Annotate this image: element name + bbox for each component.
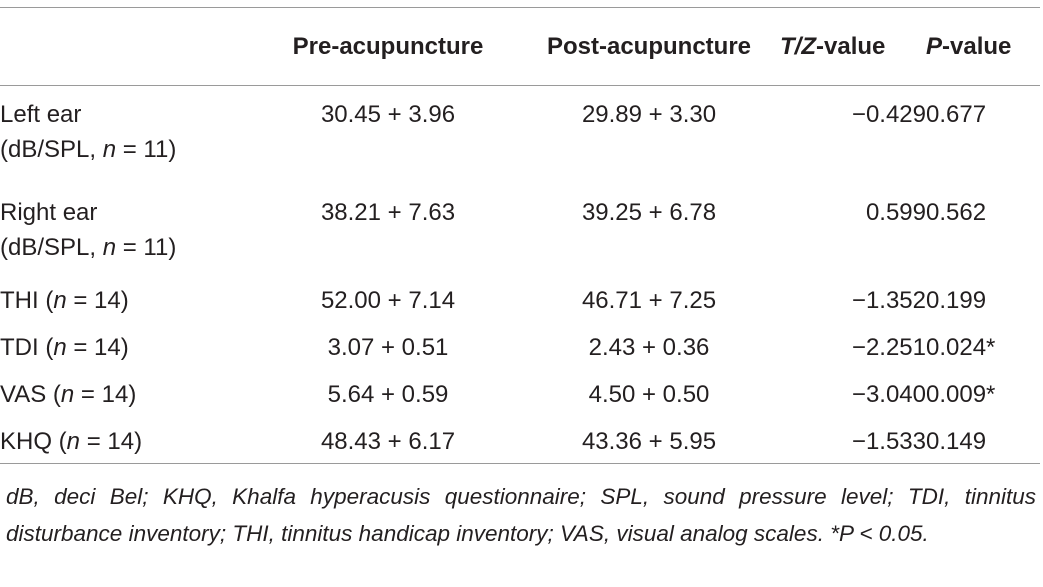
- row-label-a: TDI (: [0, 334, 54, 361]
- results-table: Pre-acupuncture Post-acupuncture T/Z-val…: [0, 8, 1040, 471]
- cell-tz: −2.251: [851, 334, 926, 361]
- row-label-line2a: (dB/SPL,: [0, 136, 103, 163]
- row-label-a: THI (: [0, 287, 54, 314]
- cell-pre: 52.00 + 7.14: [320, 287, 456, 314]
- table-row-tdi: TDI (n = 14) 3.07 + 0.51 2.43 + 0.36 −2.…: [0, 330, 1040, 377]
- header-p-value: P-value: [926, 8, 1040, 85]
- header-tz-italic: T/Z: [780, 32, 816, 60]
- row-label-n: n: [102, 234, 117, 261]
- table-row-thi: THI (n = 14) 52.00 + 7.14 46.71 + 7.25 −…: [0, 283, 1040, 330]
- cell-tz: 0.599: [865, 199, 926, 226]
- header-tz-value: T/Z-value: [780, 8, 926, 85]
- header-p-italic: P: [926, 32, 943, 60]
- row-label-line2b: = 11): [116, 136, 177, 163]
- cell-post: 4.50 + 0.50: [588, 381, 710, 408]
- row-label-line2a: (dB/SPL,: [0, 234, 103, 261]
- row-label-n: n: [53, 334, 67, 361]
- row-label-line1: Left ear: [0, 101, 82, 128]
- table-row-right-ear: Right ear (dB/SPL, n = 11) 38.21 + 7.63 …: [0, 185, 1040, 283]
- header-row: Pre-acupuncture Post-acupuncture T/Z-val…: [0, 8, 1040, 85]
- row-label: Right ear (dB/SPL, n = 11): [0, 185, 258, 283]
- row-label-a: VAS (: [0, 381, 61, 408]
- cell-post: 43.36 + 5.95: [581, 428, 717, 455]
- row-label-n: n: [60, 381, 75, 408]
- row-label-a: KHQ (: [0, 428, 67, 455]
- table-row-left-ear: Left ear (dB/SPL, n = 11) 30.45 + 3.96 2…: [0, 85, 1040, 185]
- row-label: THI (n = 14): [0, 283, 258, 330]
- table-row-khq: KHQ (n = 14) 48.43 + 6.17 43.36 + 5.95 −…: [0, 424, 1040, 471]
- cell-post: 39.25 + 6.78: [581, 199, 717, 226]
- cell-pre: 3.07 + 0.51: [327, 334, 449, 361]
- table-row-vas: VAS (n = 14) 5.64 + 0.59 4.50 + 0.50 −3.…: [0, 377, 1040, 424]
- cell-pre: 48.43 + 6.17: [320, 428, 456, 455]
- row-label-n: n: [102, 136, 117, 163]
- header-tz-rest: -value: [816, 32, 886, 60]
- header-label: [0, 8, 258, 85]
- cell-p: 0.677: [926, 101, 987, 128]
- cell-pre: 5.64 + 0.59: [327, 381, 449, 408]
- cell-post: 46.71 + 7.25: [581, 287, 717, 314]
- cell-post: 29.89 + 3.30: [581, 101, 717, 128]
- row-label-line1: Right ear: [0, 199, 98, 226]
- header-p-rest: -value: [942, 32, 1012, 60]
- row-label: VAS (n = 14): [0, 377, 258, 424]
- row-label-n: n: [53, 287, 67, 314]
- row-label: TDI (n = 14): [0, 330, 258, 377]
- header-rule: [0, 85, 1040, 86]
- cell-tz: −3.040: [851, 381, 926, 408]
- cell-p: 0.009*: [926, 381, 996, 408]
- row-label: Left ear (dB/SPL, n = 11): [0, 85, 258, 185]
- cell-p: 0.562: [926, 199, 987, 226]
- bottom-rule: [0, 463, 1040, 464]
- row-label-b: = 14): [74, 381, 137, 408]
- cell-pre: 30.45 + 3.96: [320, 101, 456, 128]
- row-label-line2b: = 11): [116, 234, 177, 261]
- cell-tz: −1.533: [851, 428, 926, 455]
- row-label-b: = 14): [80, 428, 143, 455]
- top-rule: [0, 7, 1040, 8]
- header-pre-acupuncture: Pre-acupuncture: [292, 32, 484, 60]
- cell-pre: 38.21 + 7.63: [320, 199, 456, 226]
- row-label-b: = 14): [66, 287, 129, 314]
- table-footnote: dB, deci Bel; KHQ, Khalfa hyperacusis qu…: [6, 484, 1036, 546]
- cell-tz: −1.352: [851, 287, 926, 314]
- header-post-acupuncture: Post-acupuncture: [546, 32, 752, 60]
- row-label-b: = 14): [66, 334, 129, 361]
- row-label-n: n: [66, 428, 81, 455]
- cell-post: 2.43 + 0.36: [588, 334, 710, 361]
- row-label: KHQ (n = 14): [0, 424, 258, 471]
- cell-tz: −0.429: [851, 101, 926, 128]
- cell-p: 0.149: [926, 428, 987, 455]
- cell-p: 0.199: [926, 287, 987, 314]
- cell-p: 0.024*: [926, 334, 996, 361]
